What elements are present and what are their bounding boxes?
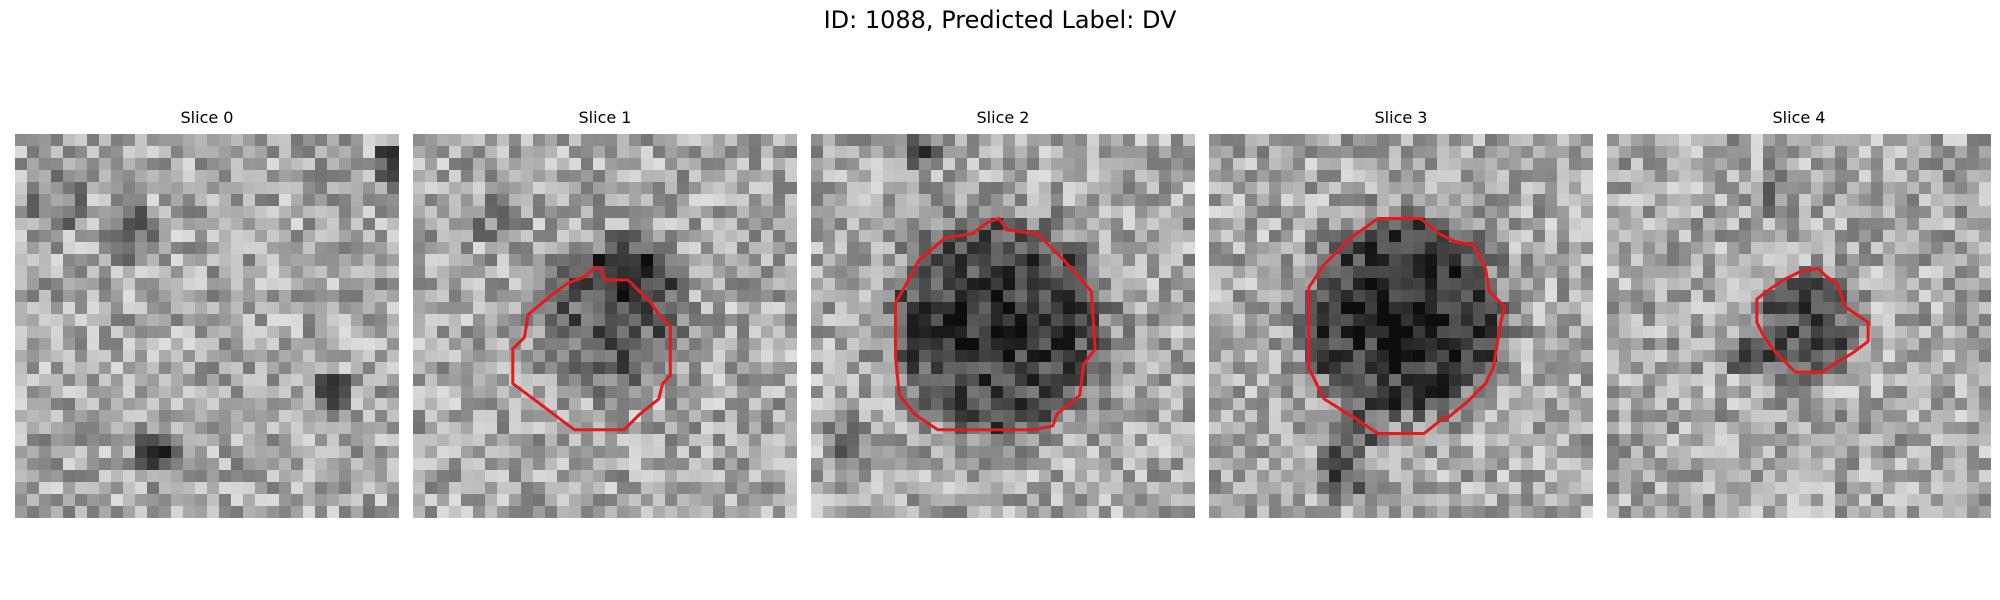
lesion-contour xyxy=(1307,217,1507,435)
pixel-grid xyxy=(811,134,1195,518)
slice-image-3 xyxy=(1209,134,1593,518)
slice-image-1 xyxy=(413,134,797,518)
slice-panel-0: Slice 0 xyxy=(15,108,399,528)
slice-image-4 xyxy=(1607,134,1991,518)
slice-title-1: Slice 1 xyxy=(578,108,632,127)
slice-title-2: Slice 2 xyxy=(976,108,1030,127)
slice-panel-1: Slice 1 xyxy=(413,108,797,528)
slice-image-2 xyxy=(811,134,1195,518)
lesion-contour xyxy=(894,217,1097,432)
lesion-contour xyxy=(1755,266,1870,374)
slice-title-3: Slice 3 xyxy=(1374,108,1428,127)
figure-title: ID: 1088, Predicted Label: DV xyxy=(823,6,1177,34)
slice-title-0: Slice 0 xyxy=(180,108,234,127)
slice-image-0 xyxy=(15,134,399,518)
pixel-grid xyxy=(1607,134,1991,518)
pixel-grid xyxy=(1209,134,1593,518)
slice-title-4: Slice 4 xyxy=(1772,108,1826,127)
pixel-grid xyxy=(15,134,399,518)
slice-panel-2: Slice 2 xyxy=(811,108,1195,528)
lesion-contour xyxy=(511,266,672,432)
pixel-grid xyxy=(413,134,797,518)
slice-panel-4: Slice 4 xyxy=(1607,108,1991,528)
slice-panel-3: Slice 3 xyxy=(1209,108,1593,528)
